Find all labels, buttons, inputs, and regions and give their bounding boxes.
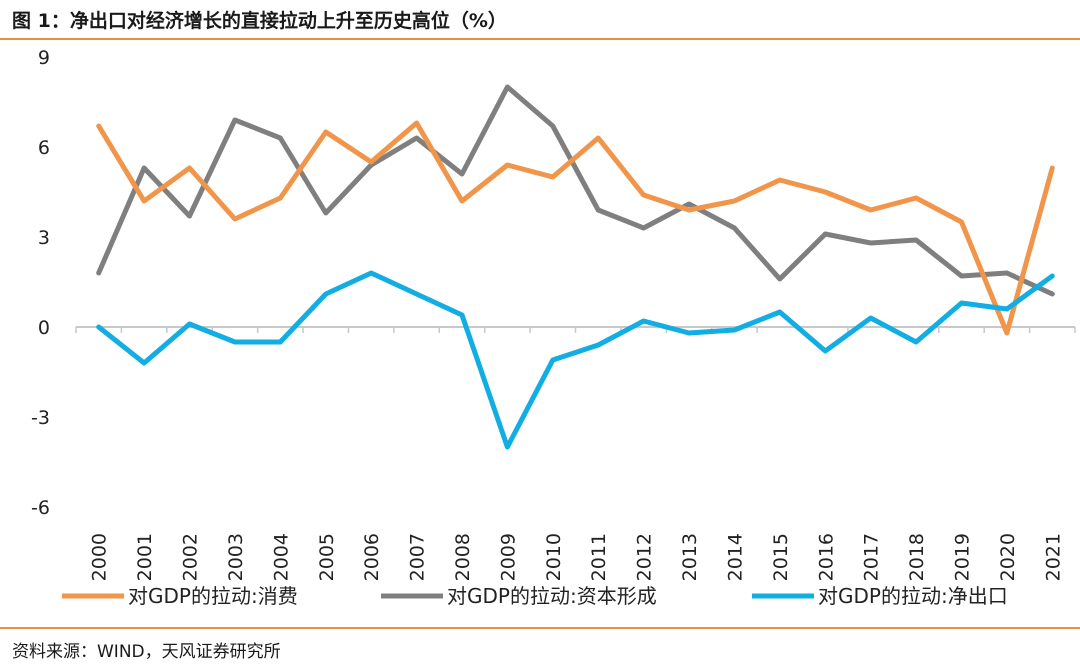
series-line-0 (96, 120, 1055, 336)
x-tick-label: 2007 (407, 533, 429, 581)
x-tick-label: 2020 (997, 533, 1019, 581)
x-tick-label: 2006 (361, 533, 383, 581)
y-tick-label: 6 (38, 137, 50, 159)
x-tick-label: 2011 (588, 533, 610, 581)
y-axis-ticks: -6 -3 0 3 6 9 (31, 47, 50, 519)
x-tick-label: 2004 (270, 533, 292, 581)
top-divider (0, 38, 1080, 40)
legend-label: 对GDP的拉动:资本形成 (447, 584, 657, 608)
x-tick-label: 2017 (861, 533, 883, 581)
y-tick-label: 0 (38, 317, 50, 339)
x-tick-label: 2013 (679, 533, 701, 581)
bottom-divider (0, 627, 1080, 629)
x-tick-label: 2012 (634, 533, 656, 581)
legend-label: 对GDP的拉动:消费 (128, 584, 298, 608)
source-note: 资料来源：WIND，天风证券研究所 (12, 642, 281, 662)
x-tick-label: 2018 (906, 533, 928, 581)
y-tick-label: 3 (38, 227, 50, 249)
x-tick-label: 2010 (543, 533, 565, 581)
x-tick-label: 2021 (1042, 533, 1064, 581)
y-tick-label: -3 (31, 407, 50, 429)
figure-title: 图 1：净出口对经济增长的直接拉动上升至历史高位（%） (12, 10, 507, 32)
x-tick-label: 2002 (180, 533, 202, 581)
series-lines (96, 84, 1055, 450)
legend-label: 对GDP的拉动:净出口 (818, 584, 1008, 608)
y-tick-label: 9 (38, 47, 50, 69)
series-line-2 (96, 270, 1055, 450)
x-tick-label: 2015 (770, 533, 792, 581)
x-tick-label: 2003 (225, 533, 247, 581)
y-tick-label: -6 (31, 497, 50, 519)
x-tick-label: 2016 (815, 533, 837, 581)
legend: 对GDP的拉动:消费 对GDP的拉动:资本形成 对GDP的拉动:净出口 (62, 584, 1008, 608)
x-tick-label: 2000 (89, 533, 111, 581)
x-tick-label: 2008 (452, 533, 474, 581)
figure-header: 图 1：净出口对经济增长的直接拉动上升至历史高位（%） (0, 0, 1080, 40)
x-tick-label: 2014 (724, 533, 746, 581)
x-tick-label: 2001 (134, 533, 156, 581)
x-axis-ticks: 2000 2001 2002 2003 2004 2005 2006 2007 2008 2009… (89, 533, 1065, 581)
x-tick-label: 2019 (951, 533, 973, 581)
series-line-1 (96, 84, 1055, 297)
x-tick-label: 2009 (497, 533, 519, 581)
x-tick-label: 2005 (316, 533, 338, 581)
